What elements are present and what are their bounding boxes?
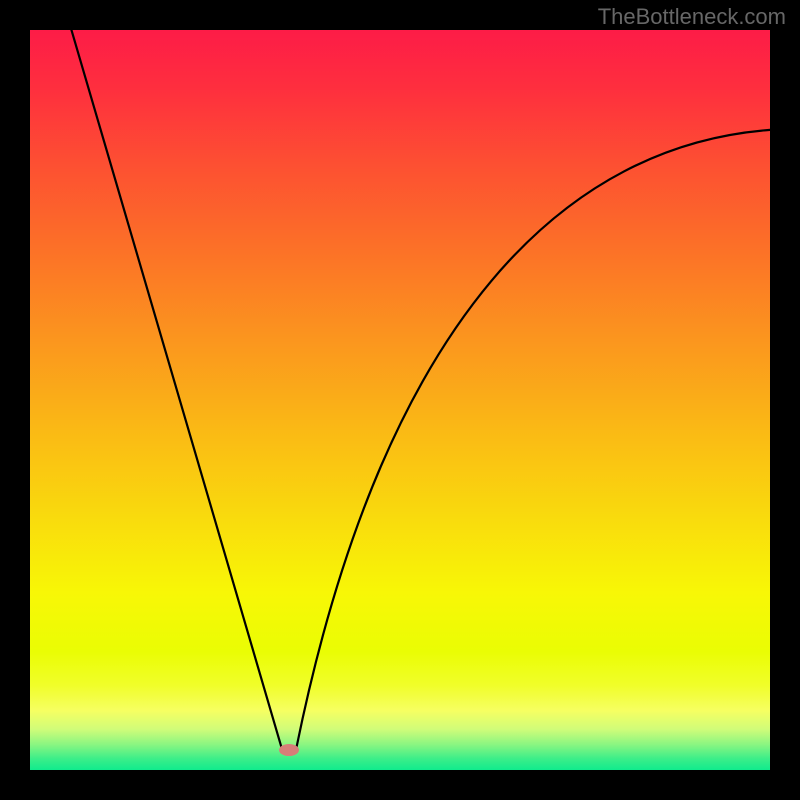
gradient-background (30, 30, 770, 770)
watermark-text: TheBottleneck.com (598, 4, 786, 30)
optimum-marker (279, 744, 299, 756)
bottleneck-curve-chart (30, 30, 770, 770)
chart-frame: TheBottleneck.com (0, 0, 800, 800)
